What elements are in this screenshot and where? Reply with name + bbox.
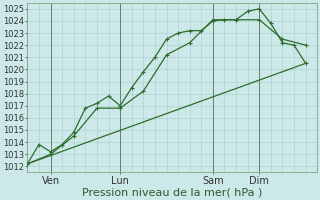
- X-axis label: Pression niveau de la mer( hPa ): Pression niveau de la mer( hPa ): [82, 187, 262, 197]
